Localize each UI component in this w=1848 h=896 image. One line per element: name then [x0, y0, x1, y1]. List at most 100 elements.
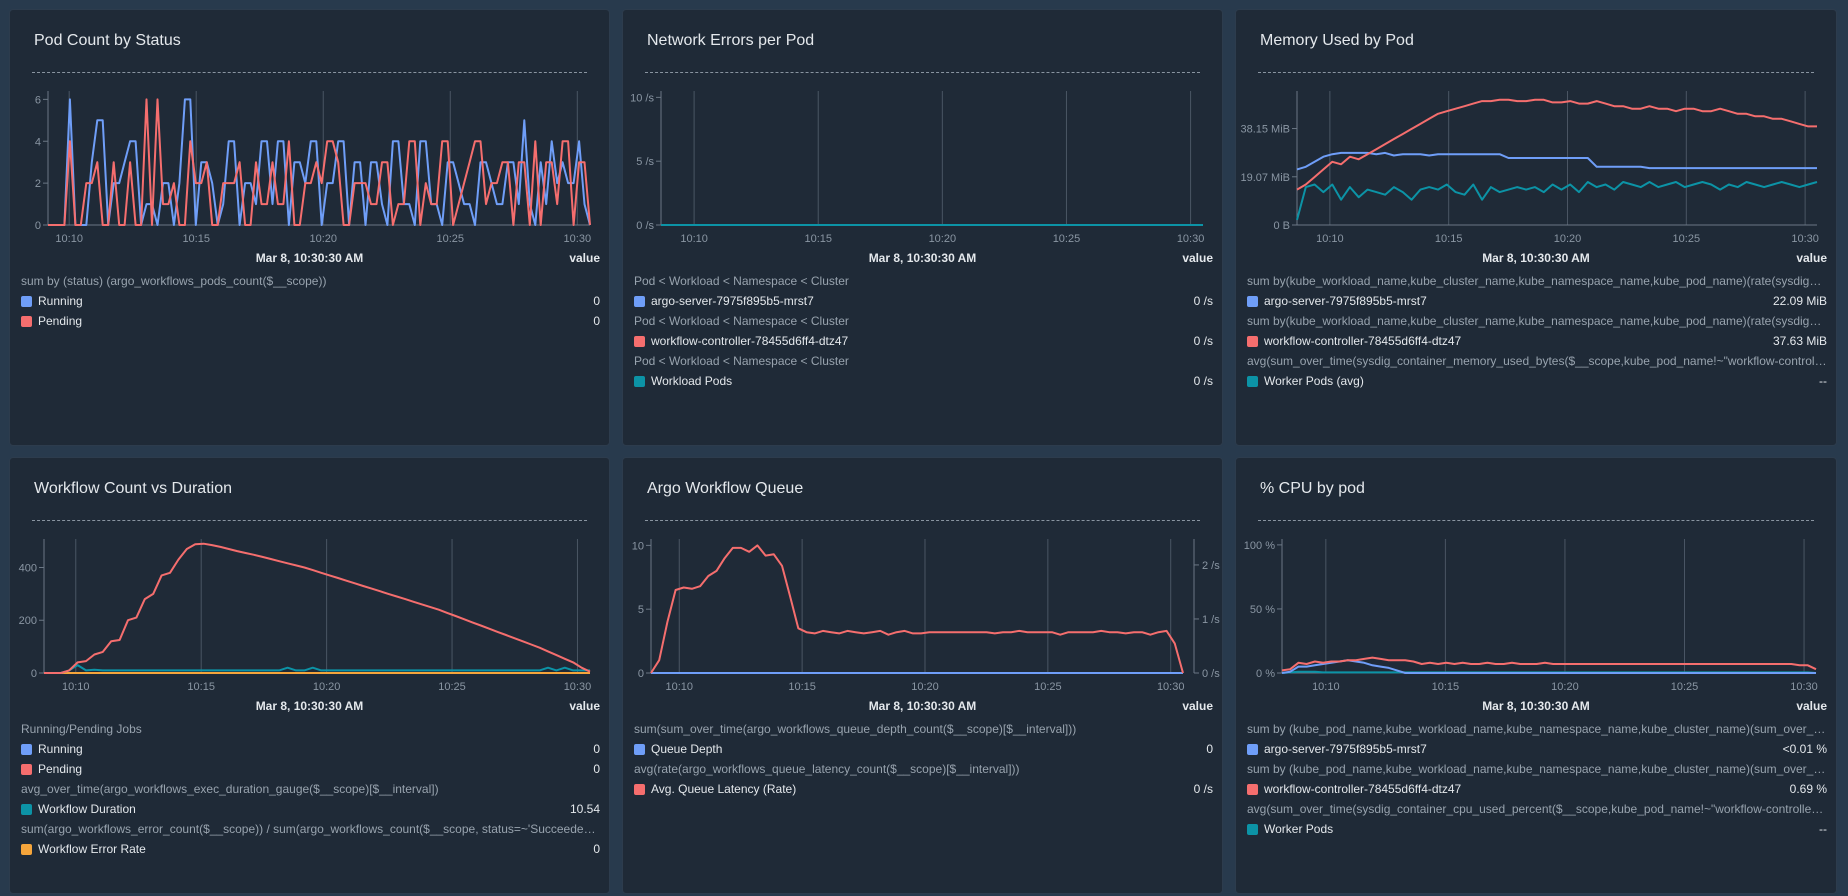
- legend-query: avg_over_time(argo_workflows_exec_durati…: [21, 782, 439, 796]
- legend-query: sum by(kube_workload_name,kube_cluster_n…: [1247, 274, 1827, 288]
- legend: sum(sum_over_time(argo_workflows_queue_d…: [634, 719, 1213, 799]
- legend-label: workflow-controller-78455d6ff4-dtz47: [1264, 782, 1462, 796]
- legend-label: argo-server-7975f895b5-mrst7: [1264, 742, 1427, 756]
- x-tick-label: 10:20: [313, 681, 341, 693]
- legend-query: sum(sum_over_time(argo_workflows_queue_d…: [634, 722, 1077, 736]
- divider: [32, 520, 587, 521]
- series-line-workflow-duration[interactable]: [44, 664, 590, 674]
- y-tick-label: 10 /s: [630, 92, 654, 104]
- legend-label: Queue Depth: [651, 742, 723, 756]
- color-swatch-icon: [634, 335, 645, 347]
- legend-item[interactable]: argo-server-7975f895b5-mrst7 22.09 MiB: [1247, 291, 1827, 311]
- legend-query: Running/Pending Jobs: [21, 722, 142, 736]
- color-swatch-icon: [21, 743, 32, 755]
- legend-label: Workload Pods: [651, 374, 733, 388]
- legend-query: avg(sum_over_time(sysdig_container_memor…: [1247, 354, 1827, 368]
- pod-count-panel: Pod Count by Status 10:10 10:15 10:20 10:25 1…: [9, 9, 610, 446]
- legend-query: Pod < Workload < Namespace < Cluster: [634, 354, 849, 368]
- y-tick-label: 5 /s: [636, 156, 654, 168]
- legend-item[interactable]: Workflow Error Rate 0: [21, 839, 600, 859]
- legend-value: 0.69 %: [1789, 782, 1827, 796]
- x-tick-label: 10:25: [1034, 681, 1062, 693]
- legend-item[interactable]: argo-server-7975f895b5-mrst7 0 /s: [634, 291, 1213, 311]
- y-tick-label: 0: [638, 668, 644, 680]
- line-chart[interactable]: 10:10 10:15 10:20 10:25 10:30 0 2 4 6: [10, 10, 610, 246]
- legend-item[interactable]: Workload Pods 0 /s: [634, 371, 1213, 391]
- line-chart[interactable]: 10:10 10:15 10:20 10:25 10:30 0 B 19.07 MiB 38.…: [1236, 10, 1837, 246]
- legend: sum by (kube_pod_name,kube_workload_name…: [1247, 719, 1827, 839]
- legend-item[interactable]: Worker Pods --: [1247, 819, 1827, 839]
- divider: [1258, 520, 1814, 521]
- x-tick-label: 10:10: [1312, 681, 1340, 693]
- network-errors-panel: Network Errors per Pod 10:10 10:15 10:20 10:…: [622, 9, 1223, 446]
- x-tick-label: 10:30: [564, 233, 592, 245]
- legend: Running/Pending Jobs Running 0 Pending 0 avg_…: [21, 719, 600, 859]
- legend-query: Pod < Workload < Namespace < Cluster: [634, 314, 849, 328]
- legend-timestamp: Mar 8, 10:30:30 AM: [255, 251, 364, 265]
- y-tick-label: 6: [35, 94, 41, 106]
- series-line-avg-queue-latency-rate-[interactable]: [650, 544, 1184, 674]
- color-swatch-icon: [634, 783, 645, 795]
- line-chart[interactable]: 10:10 10:15 10:20 10:25 10:30 0 200 400: [10, 458, 610, 694]
- panel-title: Network Errors per Pod: [647, 32, 815, 49]
- legend-value: --: [1819, 822, 1827, 836]
- legend-value: 0 /s: [1193, 374, 1213, 388]
- legend-item[interactable]: Pending 0: [21, 759, 600, 779]
- legend-item[interactable]: Worker Pods (avg) --: [1247, 371, 1827, 391]
- series-line-workflow-controller-78455d6ff4-dtz47[interactable]: [1281, 656, 1817, 672]
- x-tick-label: 10:10: [665, 681, 693, 693]
- cpu-panel: % CPU by pod 10:10 10:15 10:20 10:25 10:30 0 %…: [1235, 457, 1837, 894]
- legend-item[interactable]: workflow-controller-78455d6ff4-dtz47 0 /s: [634, 331, 1213, 351]
- legend-label: argo-server-7975f895b5-mrst7: [651, 294, 814, 308]
- legend-label: Avg. Queue Latency (Rate): [651, 782, 797, 796]
- legend-value-header: value: [569, 251, 600, 265]
- line-chart[interactable]: 10:10 10:15 10:20 10:25 10:30 0 /s 5 /s 10 /s: [623, 10, 1223, 246]
- divider: [32, 72, 587, 73]
- legend-value: 0: [1206, 742, 1213, 756]
- color-swatch-icon: [21, 295, 32, 307]
- y-tick-label: 0 B: [1273, 220, 1290, 232]
- series-line-worker-pods-avg-[interactable]: [1296, 181, 1818, 221]
- color-swatch-icon: [1247, 335, 1258, 347]
- x-tick-label: 10:30: [1790, 681, 1818, 693]
- legend-label: workflow-controller-78455d6ff4-dtz47: [651, 334, 849, 348]
- color-swatch-icon: [21, 763, 32, 775]
- x-tick-label: 10:15: [1432, 681, 1460, 693]
- legend-item[interactable]: workflow-controller-78455d6ff4-dtz47 0.69…: [1247, 779, 1827, 799]
- legend: sum by (status) (argo_workflows_pods_cou…: [21, 271, 600, 331]
- line-chart[interactable]: 10:10 10:15 10:20 10:25 10:30 0 % 50 % 100 %: [1236, 458, 1837, 694]
- series-line-workflow-controller-78455d6ff4-dtz47[interactable]: [1296, 98, 1817, 191]
- legend-item[interactable]: workflow-controller-78455d6ff4-dtz47 37.6…: [1247, 331, 1827, 351]
- series-line-pending[interactable]: [44, 542, 591, 674]
- series-line-pending[interactable]: [48, 98, 591, 226]
- legend-item[interactable]: argo-server-7975f895b5-mrst7 <0.01 %: [1247, 739, 1827, 759]
- legend-item[interactable]: Queue Depth 0: [634, 739, 1213, 759]
- legend-value: 0 /s: [1193, 294, 1213, 308]
- legend-timestamp: Mar 8, 10:30:30 AM: [1482, 251, 1590, 265]
- legend-value-header: value: [1182, 699, 1213, 713]
- x-tick-label: 10:30: [1177, 233, 1205, 245]
- legend-item[interactable]: Workflow Duration 10.54: [21, 799, 600, 819]
- line-chart[interactable]: 10:10 10:15 10:20 10:25 10:30 0 5 10 0 /s 1 /s 2 /…: [623, 458, 1223, 694]
- x-tick-label: 10:15: [1435, 233, 1463, 245]
- legend-value: 0 /s: [1193, 782, 1213, 796]
- x-tick-label: 10:10: [55, 233, 83, 245]
- legend-item[interactable]: Pending 0: [21, 311, 600, 331]
- series-line-argo-server-7975f895b5-mrst7[interactable]: [1281, 659, 1816, 674]
- series-line-argo-server-7975f895b5-mrst7[interactable]: [1296, 151, 1817, 171]
- color-swatch-icon: [1247, 823, 1258, 835]
- divider: [645, 520, 1200, 521]
- legend-item[interactable]: Running 0: [21, 291, 600, 311]
- legend-label: Running: [38, 294, 83, 308]
- legend-query: sum by(kube_workload_name,kube_cluster_n…: [1247, 314, 1827, 328]
- x-tick-label: 10:20: [1554, 233, 1582, 245]
- legend-timestamp: Mar 8, 10:30:30 AM: [868, 699, 977, 713]
- y-tick-label: 38.15 MiB: [1240, 124, 1290, 136]
- x-tick-label: 10:10: [680, 233, 708, 245]
- series-line-running[interactable]: [48, 98, 591, 226]
- color-swatch-icon: [21, 843, 32, 855]
- legend-item[interactable]: Running 0: [21, 739, 600, 759]
- legend-item[interactable]: Avg. Queue Latency (Rate) 0 /s: [634, 779, 1213, 799]
- legend-query: sum by (kube_pod_name,kube_workload_name…: [1247, 722, 1827, 736]
- legend-label: Workflow Error Rate: [38, 842, 146, 856]
